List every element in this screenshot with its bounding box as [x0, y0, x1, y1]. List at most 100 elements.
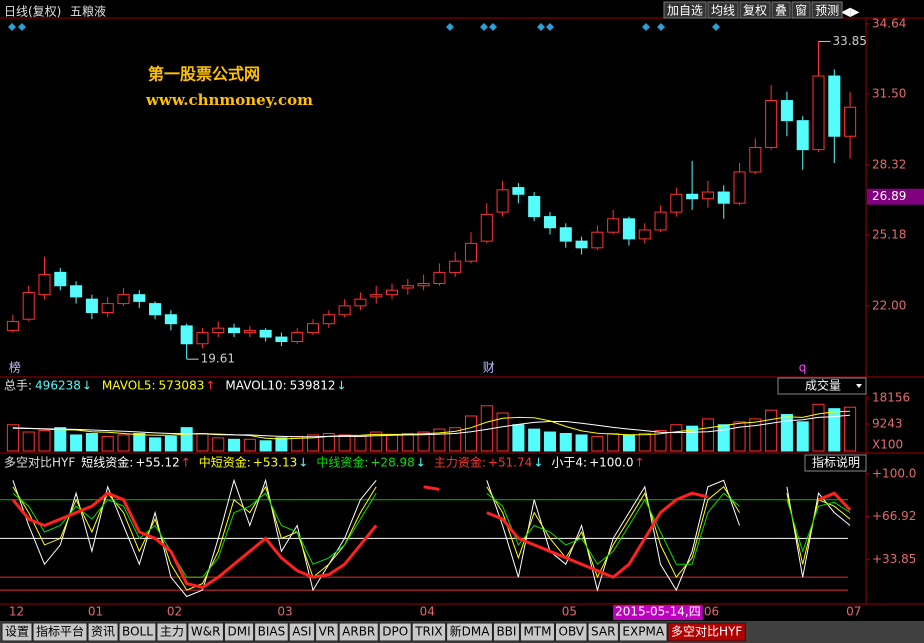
tab[interactable]: [667, 622, 746, 642]
tab[interactable]: [32, 622, 88, 642]
volume-bar: [164, 435, 177, 452]
tab-label[interactable]: BBI: [496, 625, 516, 639]
tab[interactable]: [555, 622, 588, 642]
series-line: [11, 485, 852, 590]
tab-label[interactable]: 多空对比HYF: [671, 625, 742, 639]
indicator-selector-label[interactable]: 成交量: [805, 378, 841, 393]
candle-body: [765, 100, 778, 148]
tab[interactable]: [446, 622, 493, 642]
tab[interactable]: [411, 622, 447, 642]
tab-label[interactable]: SAR: [591, 625, 615, 639]
readout-name: 总手:: [4, 379, 32, 393]
tab-label[interactable]: EXPMA: [622, 625, 664, 639]
tab[interactable]: [118, 622, 157, 642]
event-marker[interactable]: q: [799, 361, 807, 375]
readout-arrow: ↓: [298, 456, 308, 470]
tab-label[interactable]: W&R: [191, 625, 221, 639]
tab[interactable]: [492, 622, 520, 642]
candle-body: [6, 320, 19, 331]
tab-label[interactable]: 新DMA: [450, 624, 491, 639]
candle-body: [38, 274, 51, 296]
tab-label[interactable]: OBV: [559, 625, 585, 639]
tab-label[interactable]: TRIX: [414, 625, 442, 639]
volume-bar: [654, 430, 667, 452]
volume-bar: [701, 418, 714, 452]
tab-label[interactable]: BIAS: [258, 625, 286, 639]
volume-bar: [6, 424, 19, 452]
tab-label[interactable]: 主力: [160, 625, 184, 639]
volume-bar: [117, 434, 130, 452]
tab-label[interactable]: VR: [319, 625, 336, 639]
tab[interactable]: [288, 622, 316, 642]
toolbar-button-label: 预测: [815, 4, 839, 18]
toolbar-button[interactable]: [791, 1, 811, 19]
candle-body: [828, 75, 841, 137]
x-tick-label: 12: [9, 605, 24, 619]
event-marker[interactable]: 财: [483, 361, 495, 375]
tab-label[interactable]: ASI: [292, 625, 311, 639]
tab[interactable]: [587, 622, 619, 642]
candle-body: [70, 285, 83, 298]
tab-label[interactable]: BOLL: [122, 625, 153, 639]
tab[interactable]: [618, 622, 668, 642]
help-button[interactable]: [804, 454, 867, 472]
tab-label[interactable]: 资讯: [91, 625, 115, 639]
readout-value: +100.0: [589, 456, 633, 470]
tab[interactable]: [254, 622, 289, 642]
tab[interactable]: [223, 622, 255, 642]
toolbar-button[interactable]: [663, 1, 707, 19]
dropdown-caret: [856, 384, 862, 388]
tab[interactable]: [315, 622, 339, 642]
help-button-label[interactable]: 指标说明: [812, 455, 860, 470]
readout-arrow: ↓: [336, 379, 346, 393]
readout-value: 573083: [159, 379, 205, 393]
toolbar-button[interactable]: [771, 1, 791, 19]
tab-label[interactable]: 设置: [5, 625, 29, 639]
event-marker[interactable]: 榜: [9, 360, 21, 375]
tab[interactable]: [187, 622, 224, 642]
tab[interactable]: [519, 622, 555, 642]
candle-body: [575, 240, 588, 249]
tab-label[interactable]: 指标平台: [36, 624, 84, 639]
candle-body: [528, 196, 541, 218]
volume-bar: [149, 437, 162, 452]
volume-bar: [38, 430, 51, 452]
volume-bar: [559, 432, 572, 452]
tab[interactable]: [156, 622, 188, 642]
volume-bar: [370, 431, 383, 452]
candle-body: [275, 336, 288, 343]
tab[interactable]: [1, 622, 33, 642]
volume-bar: [496, 412, 509, 452]
volume-bar: [812, 403, 825, 452]
indicator-selector[interactable]: [777, 377, 867, 395]
toolbar-button[interactable]: [707, 1, 739, 19]
toolbar-button[interactable]: [811, 1, 843, 19]
y-tick-label: 22.00: [872, 298, 906, 312]
toolbar-button-label: 叠: [775, 4, 787, 18]
readout-arrow: ↓: [82, 379, 92, 393]
tab-label[interactable]: MTM: [523, 625, 551, 639]
tab[interactable]: [87, 622, 119, 642]
candle-body: [180, 325, 193, 345]
volume-bar: [543, 431, 557, 452]
y-tick-label: 9243: [872, 417, 903, 431]
candle-body: [385, 289, 399, 296]
y-tick-label: +100.0: [872, 466, 916, 480]
watermark-title: 第一股票公式网: [148, 65, 260, 84]
volume-bar: [717, 424, 730, 452]
tab[interactable]: [338, 622, 379, 642]
candle-body: [228, 327, 241, 334]
tab[interactable]: [378, 622, 412, 642]
nav-arrow[interactable]: ◀▶: [841, 5, 860, 19]
readout-value: +28.98: [370, 456, 414, 470]
tab-label[interactable]: DPO: [382, 625, 408, 639]
tab-label[interactable]: DMI: [227, 625, 250, 639]
volume-bar: [828, 408, 841, 452]
toolbar-button[interactable]: [739, 1, 771, 19]
candle-body: [338, 305, 351, 316]
toolbar-button-label: 窗: [795, 4, 807, 18]
candle-body: [670, 193, 683, 213]
tab-label[interactable]: ARBR: [342, 625, 375, 639]
candle-body: [812, 75, 825, 151]
